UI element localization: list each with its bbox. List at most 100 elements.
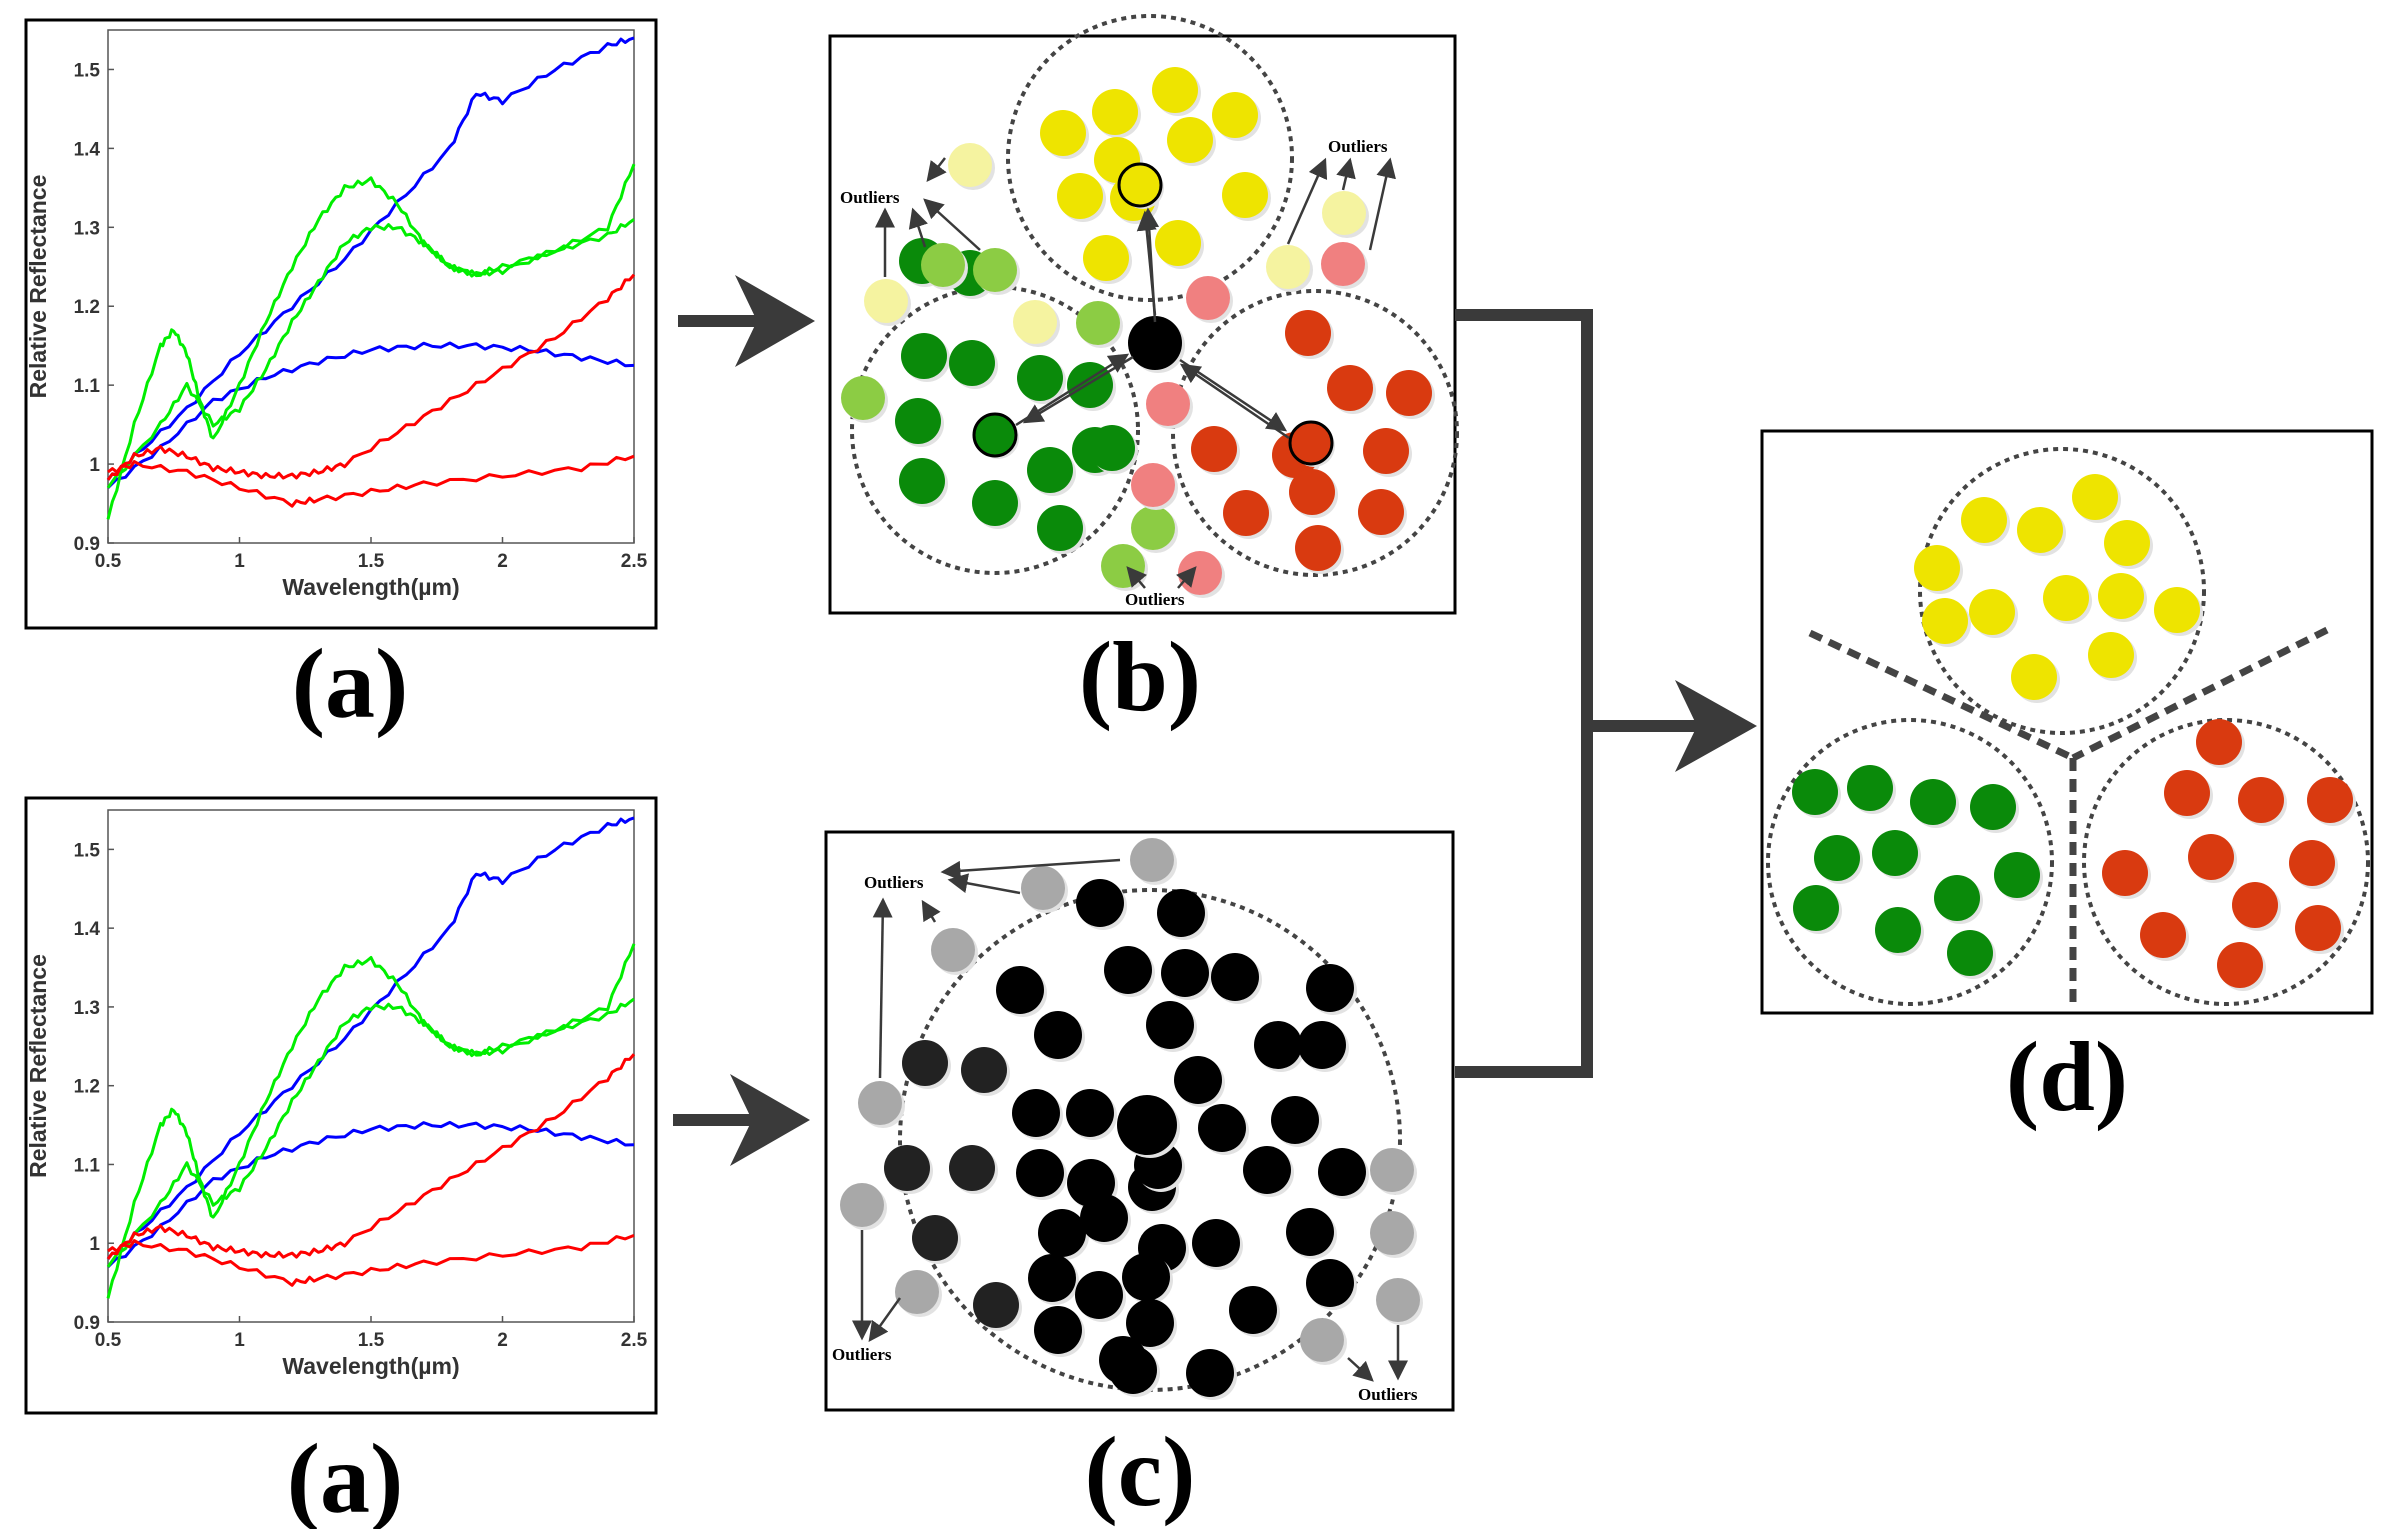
outliers-label-b-bottom: Outliers: [1125, 590, 1185, 609]
black-point: [1286, 1208, 1334, 1256]
black-point-large: [1117, 1095, 1177, 1155]
label-a-top: (a): [292, 628, 409, 739]
gray-outlier: [1370, 1211, 1414, 1255]
green-point: [1017, 355, 1063, 401]
black-point: [1157, 889, 1205, 937]
green-outlier: [973, 248, 1017, 292]
red-point: [1358, 489, 1404, 535]
outlier-arrow-left-2: [908, 207, 928, 248]
black-point: [996, 966, 1044, 1014]
series-blue-1: [106, 36, 635, 481]
black-point: [1080, 1194, 1128, 1242]
dark-point: [961, 1047, 1007, 1093]
green-final-point: [1793, 885, 1839, 931]
gray-outlier: [1300, 1318, 1344, 1362]
final-cluster-yellow: [1918, 447, 2206, 735]
chart-a-bottom-frame: [24, 796, 658, 1415]
green-final-point: [1872, 830, 1918, 876]
dark-point: [912, 1215, 958, 1261]
yellow-point: [1212, 92, 1258, 138]
decision-boundaries: [1808, 626, 2329, 1005]
outliers-label-b-left: Outliers: [840, 188, 900, 207]
yellow-final-point: [2072, 474, 2118, 520]
yellow-outlier: [864, 279, 908, 323]
x-tick-label: 1: [234, 551, 245, 572]
red-final-point: [2196, 719, 2242, 765]
black-point: [1186, 1349, 1234, 1397]
green-point: [1027, 447, 1073, 493]
black-point: [1198, 1104, 1246, 1152]
black-point: [1122, 1253, 1170, 1301]
gray-outlier: [1021, 866, 1065, 910]
yellow-final-point: [1922, 598, 1968, 644]
red-point: [1285, 310, 1331, 356]
black-point: [1109, 1346, 1157, 1394]
x-tick-label: 0.5: [95, 1330, 122, 1351]
panel-c: Outliers Outliers Outliers: [832, 838, 1423, 1404]
yellow-point: [1040, 110, 1086, 156]
yellow-final-point: [2098, 573, 2144, 619]
gray-outlier: [1376, 1278, 1420, 1322]
green-final-point: [1814, 835, 1860, 881]
outlier-arrow-right-2: [1336, 157, 1356, 191]
x-tick-label: 0.5: [95, 551, 122, 572]
series-red-2: [107, 454, 635, 508]
black-point: [1254, 1021, 1302, 1069]
dark-point: [973, 1282, 1019, 1328]
panel-c-arrows: [852, 858, 1408, 1382]
chart-a-bottom: 0.5 1 1.5 2 2.50.911.11.21.31.41.5Wavelength…: [25, 809, 648, 1379]
red-final-point: [2289, 840, 2335, 886]
y-tick-label: 1.4: [74, 139, 101, 160]
red-outlier: [1186, 276, 1230, 320]
y-tick-label: 0.9: [74, 534, 100, 555]
merge-connector: [1455, 309, 1757, 1078]
label-c: (c): [1085, 1416, 1196, 1527]
red-final-point: [2295, 905, 2341, 951]
red-final-point: [2164, 770, 2210, 816]
big-arrow-a-to-c: [673, 1074, 810, 1166]
yellow-final-point: [1969, 589, 2015, 635]
green-final-point: [1970, 784, 2016, 830]
x-tick-label: 1: [234, 1330, 245, 1351]
green-point: [899, 458, 945, 504]
y-tick-label: 1.1: [74, 376, 101, 397]
green-final-point: [1934, 875, 1980, 921]
yellow-point: [1222, 172, 1268, 218]
dark-point: [949, 1145, 995, 1191]
y-tick-label: 0.9: [74, 1313, 100, 1334]
series-red-2: [107, 1234, 635, 1287]
outlier-arrow-c-6: [868, 1297, 902, 1343]
yellow-final-point: [2017, 507, 2063, 553]
black-point: [1016, 1149, 1064, 1197]
green-point: [949, 340, 995, 386]
series-red-1: [106, 1053, 636, 1260]
red-point: [1295, 525, 1341, 571]
black-point: [1038, 1209, 1086, 1257]
red-point: [1289, 469, 1335, 515]
green-point: [1067, 362, 1113, 408]
black-point: [1306, 964, 1354, 1012]
series-blue-2: [106, 341, 635, 489]
green-cluster-center: [972, 412, 1018, 458]
red-point: [1191, 426, 1237, 472]
yellow-cluster-center: [1117, 162, 1163, 208]
green-point: [1037, 505, 1083, 551]
red-point: [1223, 490, 1269, 536]
gray-outlier: [858, 1081, 902, 1125]
yellow-final-point: [2011, 654, 2057, 700]
black-point: [1076, 879, 1124, 927]
center-arrow-red-back: [1179, 363, 1290, 440]
yellow-outlier: [1266, 245, 1310, 289]
y-tick-label: 1.4: [74, 919, 101, 940]
x-axis-label: Wavelength(µm): [282, 1353, 459, 1379]
green-point: [895, 398, 941, 444]
gray-outlier: [895, 1270, 939, 1314]
x-tick-label: 1.5: [358, 551, 385, 572]
x-tick-label: 2.5: [621, 551, 648, 572]
gray-outlier: [1130, 838, 1174, 882]
green-final-point: [1875, 907, 1921, 953]
series-blue-1: [106, 816, 635, 1260]
outlier-arrow-bottom-2: [1176, 566, 1197, 589]
yellow-point: [1155, 220, 1201, 266]
